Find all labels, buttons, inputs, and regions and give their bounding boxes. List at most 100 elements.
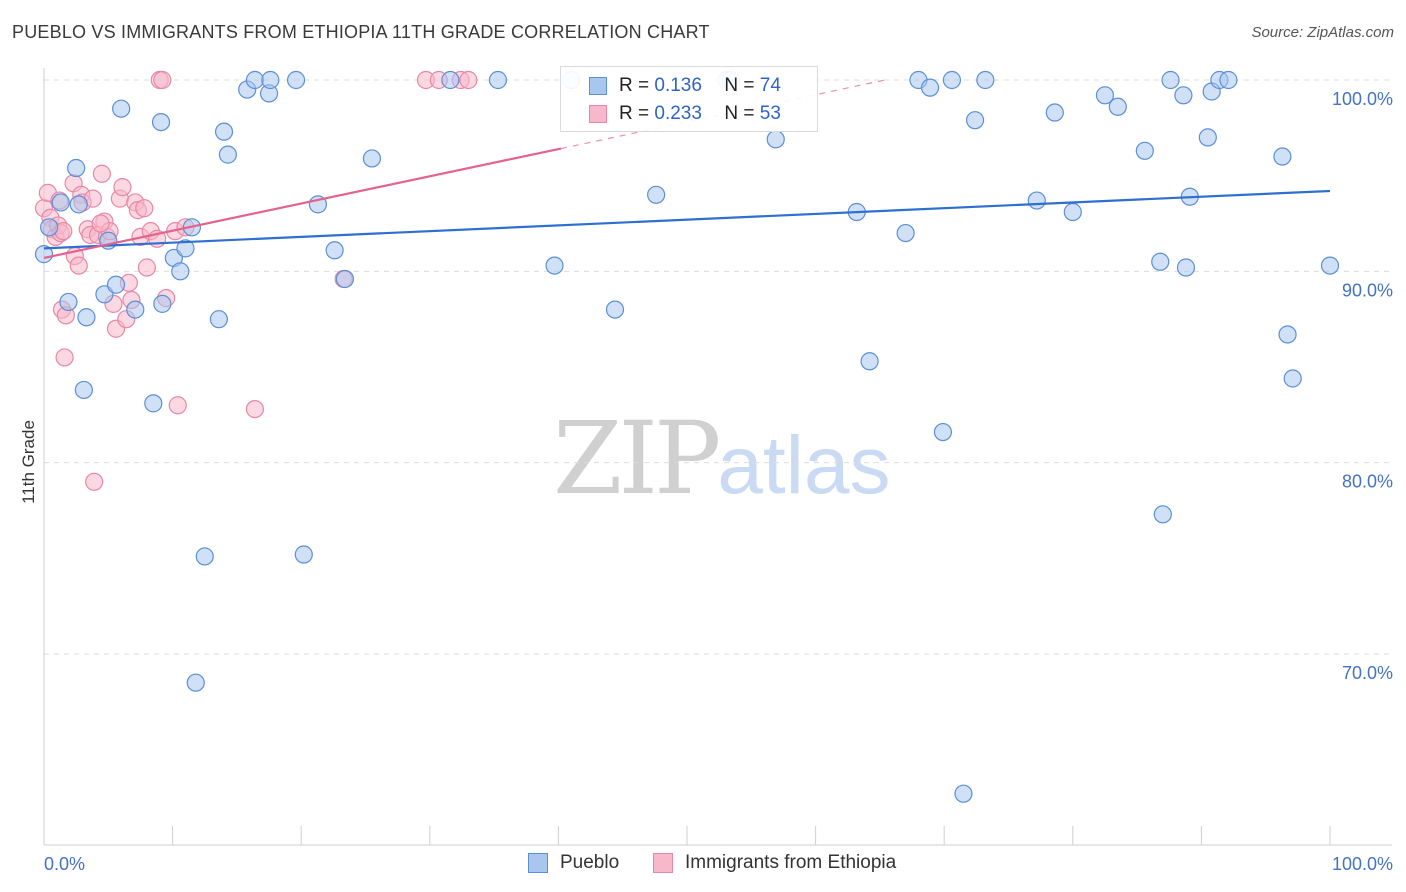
pueblo-point: [335, 269, 355, 289]
watermark-zip: ZIP: [553, 400, 721, 517]
pueblo-point: [1135, 141, 1154, 160]
pueblo-swatch: [589, 77, 607, 95]
x-tick-label-min: 0.0%: [44, 854, 85, 874]
pueblo-point: [896, 223, 915, 243]
pueblo-point: [261, 70, 280, 90]
legend-item-pueblo[interactable]: Pueblo: [528, 852, 619, 874]
pueblo-point: [67, 158, 86, 178]
trend-lines: [43, 79, 1331, 260]
tick-labels: 70.0% 80.0% 90.0% 100.0% 0.0% 100.0% 11th Grad…: [19, 89, 1393, 874]
series-legend: Pueblo Immigrants from Ethiopia: [0, 852, 1406, 878]
pueblo-point: [1320, 256, 1340, 275]
pueblo-point: [59, 292, 78, 312]
pueblo-point: [126, 300, 145, 319]
pueblo-point: [441, 70, 460, 90]
legend-row-pueblo: R = 0.136 N = 74: [589, 73, 781, 99]
pueblo-point: [488, 70, 508, 90]
n-label: N =: [724, 75, 755, 96]
pueblo-point: [1283, 369, 1302, 388]
ethiopia-trend-extension: [560, 79, 886, 150]
pueblo-n-value: 74: [759, 75, 781, 96]
ethiopia-point: [92, 164, 111, 183]
ethiopia-point: [135, 199, 154, 218]
ethiopia-point: [153, 70, 172, 90]
pueblo-point: [1219, 70, 1238, 90]
ethiopia-point: [113, 178, 132, 197]
pueblo-point: [1063, 202, 1082, 222]
pueblo-point: [218, 145, 237, 164]
pueblo-point: [1045, 103, 1064, 122]
pueblo-point: [74, 380, 93, 400]
y-tick-label: 70.0%: [1342, 663, 1393, 683]
pueblo-point: [195, 547, 214, 566]
pueblo-point: [605, 300, 625, 319]
pueblo-point: [1278, 325, 1297, 344]
pueblo-point: [144, 394, 163, 413]
data-points: [34, 70, 1340, 803]
y-tick-label: 80.0%: [1342, 472, 1393, 492]
pueblo-point: [920, 78, 940, 97]
ethiopia-trend-line: [43, 147, 562, 260]
pueblo-point: [40, 218, 59, 237]
pueblo-point: [209, 310, 228, 329]
pueblo-point: [51, 193, 70, 212]
pueblo-point: [1108, 97, 1127, 116]
ethiopia-point: [459, 70, 478, 90]
pueblo-point: [942, 70, 962, 90]
ethiopia-point: [137, 258, 156, 277]
pueblo-trend-line: [43, 189, 1331, 250]
axes: [43, 68, 1392, 846]
pueblo-point: [245, 70, 265, 90]
pueblo-point: [171, 262, 190, 281]
pueblo-point: [286, 70, 306, 90]
pueblo-point: [153, 294, 172, 313]
pueblo-point: [954, 784, 973, 803]
pueblo-point: [362, 149, 382, 168]
r-label: R =: [619, 103, 650, 124]
pueblo-point: [1198, 128, 1217, 147]
ethiopia-point: [91, 214, 110, 233]
ethiopia-point: [245, 399, 265, 419]
pueblo-point: [1161, 70, 1180, 90]
pueblo-point: [1151, 252, 1170, 271]
watermark-atlas: atlas: [717, 420, 891, 511]
x-tick-label-max: 100.0%: [1332, 854, 1393, 874]
ethiopia-point: [69, 256, 88, 275]
ethiopia-point: [85, 472, 104, 491]
pueblo-point: [106, 275, 126, 294]
ethiopia-legend-swatch: [653, 853, 673, 873]
stats-legend: R = 0.136 N = 74 R = 0.233 N = 53: [560, 66, 818, 132]
pueblo-point: [1176, 258, 1196, 277]
pueblo-point: [1153, 505, 1172, 524]
pueblo-point: [545, 256, 564, 275]
pueblo-point: [112, 99, 131, 118]
pueblo-point: [860, 352, 879, 371]
source-credit: Source: ZipAtlas.com: [1251, 24, 1394, 41]
ethiopia-point: [168, 396, 187, 415]
pueblo-point: [325, 241, 344, 260]
legend-row-ethiopia: R = 0.233 N = 53: [589, 101, 781, 127]
pueblo-legend-label: Pueblo: [560, 852, 620, 873]
y-axis-title: 11th Grade: [19, 420, 38, 504]
ethiopia-point: [55, 348, 74, 367]
pueblo-point: [965, 111, 985, 130]
pueblo-point: [294, 545, 313, 564]
pueblo-point: [176, 239, 195, 258]
pueblo-point: [69, 195, 88, 214]
ethiopia-r-value: 0.233: [654, 103, 702, 124]
pueblo-point: [647, 185, 666, 204]
pueblo-r-value: 0.136: [654, 75, 702, 96]
pueblo-point: [1273, 147, 1292, 166]
r-label: R =: [619, 75, 650, 96]
pueblo-point: [214, 122, 234, 141]
pueblo-legend-swatch: [528, 853, 548, 873]
watermark: ZIPatlas: [553, 400, 891, 517]
pueblo-point: [976, 70, 995, 90]
ethiopia-swatch: [589, 105, 607, 123]
pueblo-point: [151, 112, 171, 132]
pueblo-point: [1174, 86, 1193, 105]
legend-item-ethiopia[interactable]: Immigrants from Ethiopia: [653, 852, 896, 874]
pueblo-point: [1095, 86, 1115, 105]
ethiopia-legend-label: Immigrants from Ethiopia: [685, 852, 897, 873]
chart-title: PUEBLO VS IMMIGRANTS FROM ETHIOPIA 11TH …: [12, 22, 710, 42]
